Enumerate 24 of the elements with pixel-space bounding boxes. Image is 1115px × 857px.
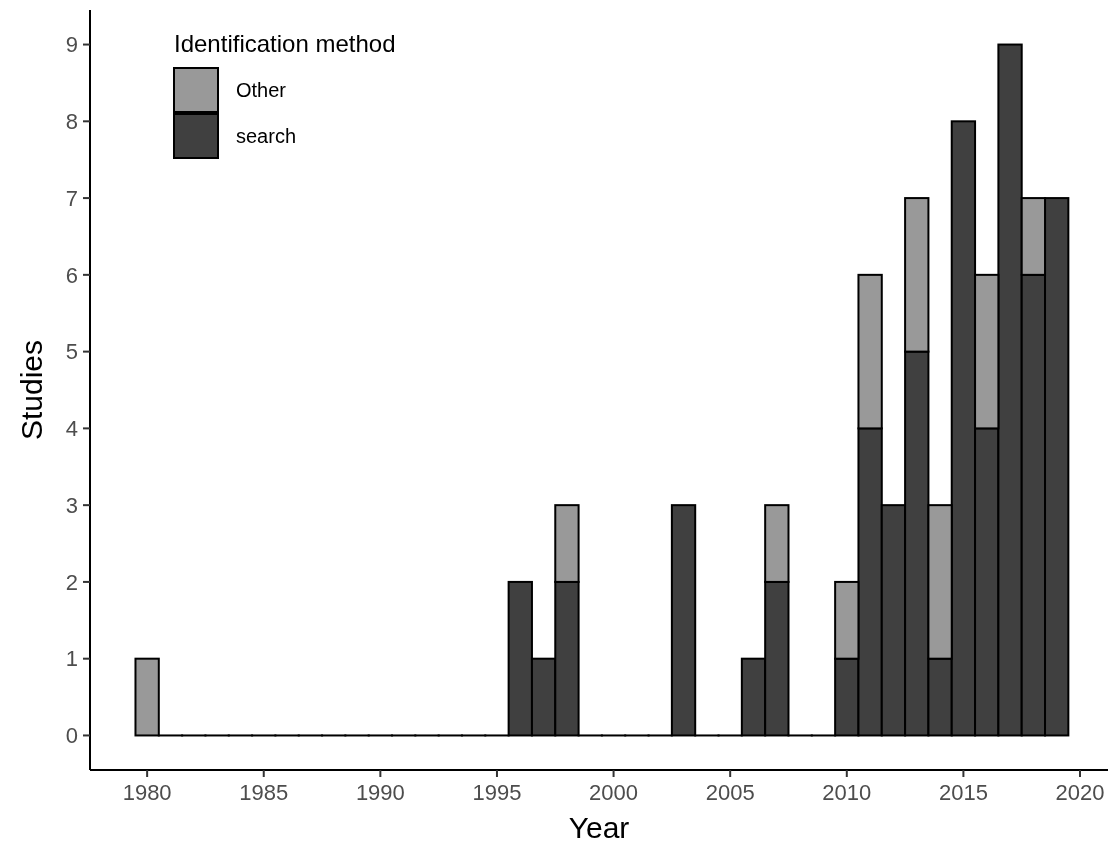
x-tick-label: 2015 [938, 780, 988, 805]
y-tick-label: 9 [65, 32, 78, 58]
x-tick-label: 2005 [705, 780, 755, 805]
y-axis-title: Studies [15, 339, 48, 441]
x-tick-label: 1985 [239, 780, 289, 805]
y-tick-label: 6 [65, 262, 78, 288]
x-tick-label: 2020 [1055, 780, 1105, 805]
y-tick-label: 8 [65, 109, 78, 135]
x-tick-label: 2010 [822, 780, 872, 805]
legend-label: Other [236, 79, 287, 101]
y-tick-label: 4 [65, 416, 78, 442]
legend-label: search [236, 125, 297, 147]
legend-title: Identification method [174, 30, 396, 57]
x-axis-title: Year [568, 811, 630, 844]
y-tick-label: 2 [65, 569, 78, 595]
x-tick-label: 1995 [472, 780, 522, 805]
y-tick-label: 1 [65, 646, 78, 672]
x-tick-label: 2000 [589, 780, 639, 805]
y-tick-label: 5 [65, 339, 78, 365]
y-tick-label: 0 [65, 723, 78, 749]
y-tick-label: 7 [65, 185, 78, 211]
x-tick-label: 1990 [355, 780, 405, 805]
y-tick-label: 3 [65, 492, 78, 518]
x-tick-label: 1980 [122, 780, 172, 805]
